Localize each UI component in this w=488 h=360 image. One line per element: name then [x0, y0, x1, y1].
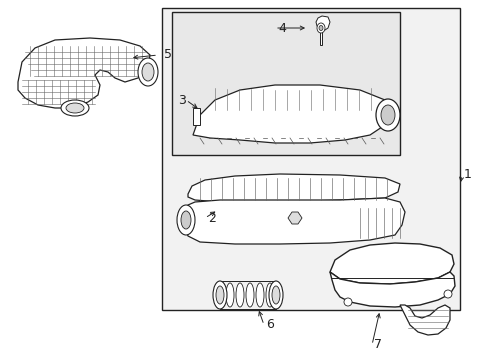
Ellipse shape	[138, 58, 158, 86]
Ellipse shape	[142, 63, 154, 81]
Ellipse shape	[225, 283, 234, 307]
Ellipse shape	[216, 286, 224, 304]
Ellipse shape	[66, 103, 84, 113]
Polygon shape	[329, 243, 453, 284]
Polygon shape	[18, 38, 150, 108]
Polygon shape	[184, 198, 404, 244]
Polygon shape	[315, 16, 329, 30]
Polygon shape	[329, 272, 454, 307]
Ellipse shape	[181, 211, 191, 229]
Text: 1: 1	[463, 168, 471, 181]
Ellipse shape	[375, 99, 399, 131]
Ellipse shape	[271, 286, 280, 304]
Ellipse shape	[236, 283, 244, 307]
Text: 3: 3	[178, 94, 185, 107]
Ellipse shape	[318, 26, 323, 31]
Text: 5: 5	[163, 49, 172, 62]
Ellipse shape	[256, 283, 264, 307]
Ellipse shape	[213, 281, 226, 309]
Polygon shape	[319, 30, 321, 45]
Text: 4: 4	[278, 22, 285, 35]
Polygon shape	[193, 85, 389, 143]
Ellipse shape	[245, 283, 253, 307]
Ellipse shape	[316, 23, 325, 33]
Ellipse shape	[61, 100, 89, 116]
Ellipse shape	[268, 281, 283, 309]
Polygon shape	[193, 108, 200, 125]
Polygon shape	[399, 305, 449, 335]
Polygon shape	[187, 174, 399, 202]
Ellipse shape	[343, 298, 351, 306]
Ellipse shape	[177, 205, 195, 235]
Polygon shape	[287, 212, 302, 224]
Bar	[172, 12, 399, 155]
Text: 2: 2	[207, 211, 216, 225]
Bar	[162, 8, 459, 310]
Ellipse shape	[265, 283, 273, 307]
Text: 7: 7	[373, 338, 381, 351]
Ellipse shape	[443, 290, 451, 298]
Ellipse shape	[380, 105, 394, 125]
Text: 6: 6	[265, 319, 273, 332]
